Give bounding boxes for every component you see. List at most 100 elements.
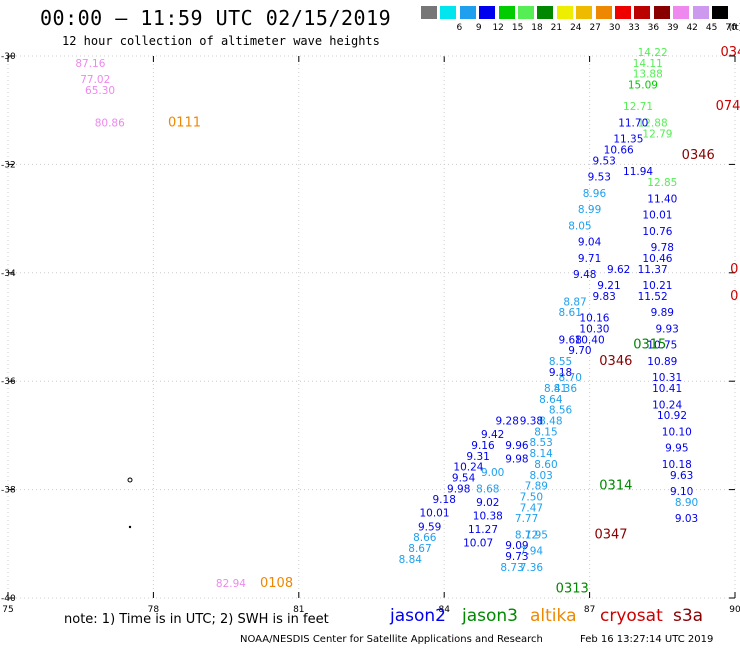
wave-height-value: 8.60 bbox=[534, 459, 557, 471]
wave-height-value: 8.96 bbox=[583, 188, 607, 200]
map-title: 00:00 – 11:59 UTC 02/15/2019 bbox=[40, 6, 392, 30]
pass-time-tag: 0346 bbox=[682, 148, 715, 163]
legend-swatch bbox=[653, 6, 670, 19]
axis-tick-labels: 75 78 81 84 87 90 -30 -32 -34 -36 -38 -40 bbox=[1, 52, 740, 615]
wave-height-value: 80.86 bbox=[95, 117, 125, 129]
lat-tick-label: -34 bbox=[1, 269, 16, 279]
wave-height-value: 11.35 bbox=[613, 134, 643, 146]
satellite-label-jason2: jason2 bbox=[390, 606, 446, 626]
lat-tick-label: -30 bbox=[1, 52, 16, 62]
wave-height-value: 9.53 bbox=[588, 172, 611, 184]
wave-height-value: 9.98 bbox=[505, 454, 528, 466]
wave-height-value: 10.24 bbox=[652, 399, 682, 411]
wave-height-value: 8.41 bbox=[544, 383, 567, 395]
wave-height-value: 9.10 bbox=[670, 486, 693, 498]
wave-height-value: 11.27 bbox=[468, 524, 498, 536]
wave-height-value: 8.61 bbox=[559, 307, 582, 319]
wave-height-value: 12.88 bbox=[638, 117, 668, 129]
wave-height-value: 9.02 bbox=[476, 497, 499, 509]
legend-label: 36 bbox=[647, 23, 660, 33]
wave-height-value: 10.30 bbox=[579, 323, 609, 335]
wave-height-value: 9.03 bbox=[675, 513, 698, 525]
legend-swatch bbox=[498, 6, 515, 19]
wave-height-value: 8.48 bbox=[539, 416, 562, 428]
legend-label: 15 bbox=[511, 23, 524, 33]
wave-height-value: 8.56 bbox=[549, 405, 573, 417]
wave-height-value: 8.64 bbox=[539, 394, 563, 406]
legend-swatch bbox=[459, 6, 476, 19]
wave-height-value: 10.21 bbox=[642, 280, 672, 292]
legend-swatch bbox=[712, 6, 728, 19]
wave-height-value: 8.55 bbox=[549, 356, 572, 368]
wave-height-value: 10.41 bbox=[652, 383, 682, 395]
wave-height-value: 8.90 bbox=[675, 497, 698, 509]
pass-time-tag: 0347 bbox=[594, 527, 627, 542]
wave-height-value: 10.31 bbox=[652, 372, 682, 384]
pass-time-tags: 0111010803150346034603140313034703407400 bbox=[168, 45, 740, 597]
footer-credit: NOAA/NESDIS Center for Satellite Applica… bbox=[240, 634, 543, 645]
wave-height-value: 77.02 bbox=[80, 74, 110, 86]
wave-height-value: 11.40 bbox=[647, 193, 677, 205]
wave-height-value: 12.85 bbox=[647, 177, 677, 189]
wave-height-value: 15.09 bbox=[628, 80, 658, 92]
wave-height-value: 9.28 bbox=[496, 416, 519, 428]
wave-height-value: 9.04 bbox=[578, 237, 602, 249]
wave-height-value: 10.66 bbox=[604, 145, 634, 157]
legend-swatch bbox=[556, 6, 573, 19]
wave-height-value: 9.42 bbox=[481, 429, 504, 441]
wave-height-value: 9.68 bbox=[559, 334, 582, 346]
wave-height-value: 7.95 bbox=[525, 529, 548, 541]
wave-height-value: 8.53 bbox=[529, 437, 552, 449]
wave-height-value: 9.53 bbox=[592, 155, 615, 167]
legend-swatch bbox=[673, 6, 690, 19]
wave-height-value: 12.79 bbox=[642, 128, 672, 140]
wave-height-value: 8.70 bbox=[559, 372, 582, 384]
wave-height-value: 11.94 bbox=[623, 166, 653, 178]
pass-time-tag: 0346 bbox=[599, 354, 632, 369]
legend-swatch bbox=[479, 6, 496, 19]
legend-swatch bbox=[692, 6, 709, 19]
wave-height-value: 14.22 bbox=[638, 47, 668, 59]
pass-time-tag: 034 bbox=[720, 45, 740, 60]
legend-swatch bbox=[595, 6, 612, 19]
legend-label: 18 bbox=[531, 23, 543, 33]
wave-height-value: 10.40 bbox=[575, 334, 605, 346]
pass-time-tag: 0 bbox=[730, 262, 738, 277]
wave-height-value: 8.67 bbox=[408, 543, 431, 555]
wave-height-value: 9.83 bbox=[592, 291, 615, 303]
legend-label: 9 bbox=[475, 23, 482, 33]
wave-height-value: 9.54 bbox=[452, 472, 476, 484]
legend-swatch bbox=[537, 6, 554, 19]
legend-unit: (ft) bbox=[728, 23, 740, 33]
legend-label: 12 bbox=[492, 23, 504, 33]
wave-height-value: 9.18 bbox=[549, 367, 572, 379]
satellite-label-s3a: s3a bbox=[673, 606, 704, 626]
lat-tick-label: -40 bbox=[1, 594, 16, 604]
wave-height-value: 11.37 bbox=[638, 264, 668, 276]
wave-height-value: 9.93 bbox=[655, 323, 678, 335]
footer-note: note: 1) Time is in UTC; 2) SWH is in fe… bbox=[64, 612, 329, 627]
wave-height-value: 7.47 bbox=[520, 502, 543, 514]
lon-tick-label: 75 bbox=[2, 605, 13, 615]
wave-height-value: 9.18 bbox=[433, 494, 456, 506]
wave-height-value: 14.11 bbox=[633, 58, 663, 70]
legend-label: 27 bbox=[589, 23, 601, 33]
wave-height-value: 9.00 bbox=[481, 467, 504, 479]
wave-height-value: 10.92 bbox=[657, 410, 687, 422]
wave-height-value: 9.63 bbox=[670, 470, 693, 482]
footer-timestamp: Feb 16 13:27:14 UTC 2019 bbox=[580, 634, 714, 645]
pass-time-tag: 0313 bbox=[556, 582, 589, 597]
wave-height-value: 9.89 bbox=[651, 307, 674, 319]
pass-time-tag: 0314 bbox=[599, 479, 632, 494]
lon-tick-label: 90 bbox=[729, 605, 740, 615]
wave-height-value: 10.10 bbox=[662, 426, 692, 438]
satellite-label-altika: altika bbox=[530, 606, 577, 626]
pass-time-tag: 0108 bbox=[260, 576, 293, 591]
legend-swatch bbox=[615, 6, 631, 19]
legend-label: 39 bbox=[667, 23, 679, 33]
wave-height-value: 87.16 bbox=[75, 58, 105, 70]
wave-height-value: 9.62 bbox=[607, 264, 630, 276]
lat-tick-label: -32 bbox=[1, 160, 16, 170]
